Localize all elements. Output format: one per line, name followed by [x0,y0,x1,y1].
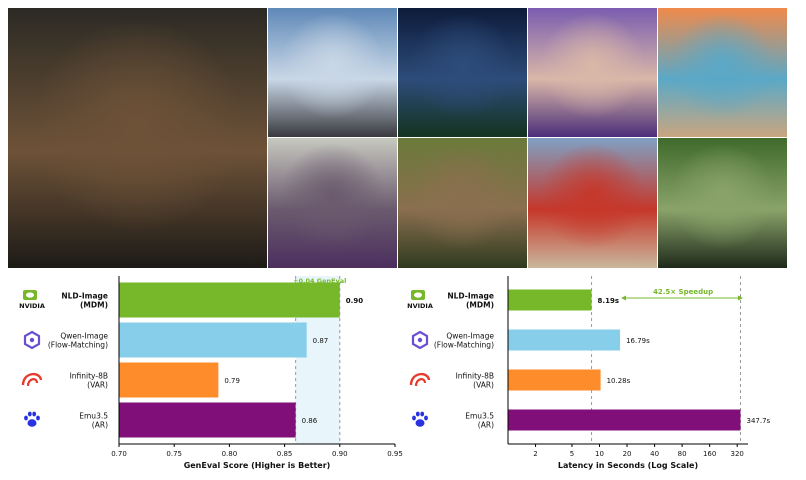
value-label-1: 0.90 [346,297,363,305]
x-tick-label-2: 0.75 [166,450,182,458]
paw-toe-1 [24,415,28,421]
bytedance-logo-icon [21,372,43,387]
nvidia-eye-inner [414,292,422,298]
value-label-1: 8.19s [598,297,619,305]
paw-toe-1 [412,415,416,421]
qwen-hexagon [23,330,41,350]
bar-3 [119,362,219,398]
paw-pad [27,419,37,427]
bar-2 [508,329,621,351]
qwen-hexagon [411,330,429,350]
category-label-sub-2: (Flow-Matching) [48,341,108,350]
logo-arc-inner [414,378,427,387]
qwen-core [29,337,35,343]
bar-4 [119,402,296,438]
x-tick-label-1: 0.70 [111,450,127,458]
gallery-image-purple-girl [528,8,657,137]
sample-image-gallery [8,8,787,268]
x-tick-label-6: 80 [678,450,687,458]
paw-toe-4 [36,415,40,421]
category-label-sub-1: (MDM) [466,301,494,310]
x-tick-label-2: 5 [570,450,574,458]
category-label-sub-3: (VAR) [473,381,494,390]
paw-toe-2 [27,411,32,417]
nvidia-eye-inner [26,292,34,298]
paw-toe-3 [32,411,37,417]
value-label-2: 16.79s [626,337,650,345]
category-label-name-3: Infinity-8B [456,372,494,381]
category-label-name-1: NLD-Image [61,292,108,301]
category-label-name-4: Emu3.5 [79,412,108,421]
x-tick-label-4: 20 [623,450,632,458]
nvidia-logo-icon: NVIDIA [19,290,45,310]
x-axis-title: Latency in Seconds (Log Scale) [558,461,698,470]
x-tick-label-7: 160 [703,450,716,458]
x-tick-label-3: 0.80 [222,450,238,458]
logo-arc-outer [21,372,43,386]
latency-chart: 8.19s NLD-Image(MDM) NVIDIA 16.79s Qwen-Imag… [407,276,771,470]
baidu-paw-icon [412,411,428,427]
x-axis-title: GenEval Score (Higher is Better) [184,461,331,470]
baidu-paw-icon [24,411,40,427]
paw-toe-3 [420,411,425,417]
nvidia-logo-icon: NVIDIA [407,290,433,310]
improvement-annotation: +0.04 GenEval [293,277,346,285]
value-label-4: 0.86 [302,417,318,425]
category-label-sub-4: (AR) [478,421,494,430]
bytedance-logo-icon [409,372,431,387]
bar-4 [508,409,741,431]
paw-toe-2 [415,411,420,417]
x-tick-label-4: 0.85 [277,450,293,458]
qwen-logo-icon [411,330,429,350]
x-tick-label-8: 320 [731,450,744,458]
x-tick-label-3: 10 [595,450,604,458]
category-label-sub-2: (Flow-Matching) [434,341,494,350]
gallery-image-car-forest [658,138,787,268]
value-label-3: 0.79 [224,377,240,385]
x-tick-label-1: 2 [533,450,537,458]
x-tick-label-6: 0.95 [387,450,403,458]
gallery-image-hedgehog [398,138,527,268]
value-label-3: 10.28s [607,377,631,385]
category-label-name-2: Qwen-Image [446,332,494,341]
gallery-image-steampunk-warrior [8,8,267,268]
category-label-name-3: Infinity-8B [70,372,108,381]
category-label-name-1: NLD-Image [447,292,494,301]
category-label-sub-3: (VAR) [87,381,108,390]
value-label-4: 347.7s [746,417,770,425]
geneval-chart: 0.90 NLD-Image(MDM) NVIDIA 0.87 Qwen-Image(F… [19,276,403,470]
speedup-annotation: 42.5× Speedup [653,288,713,296]
paw-toe-4 [424,415,428,421]
qwen-logo-icon [23,330,41,350]
comparison-charts: 0.90NLD-Image(MDM)NVIDIA0.87Qwen-Image(F… [19,276,771,470]
qwen-core [417,337,423,343]
bar-1 [119,282,340,318]
paw-pad [415,419,425,427]
bar-3 [508,369,601,391]
bar-2 [119,322,307,358]
value-label-2: 0.87 [313,337,329,345]
category-label-name-2: Qwen-Image [60,332,108,341]
gallery-image-japanese-temple [268,8,397,137]
category-label-name-4: Emu3.5 [465,412,494,421]
x-tick-label-5: 0.90 [332,450,348,458]
logo-arc-inner [26,378,39,387]
category-label-sub-1: (MDM) [80,301,108,310]
gallery-image-starry-palms [398,8,527,137]
nvidia-wordmark: NVIDIA [407,302,433,310]
gallery-image-woman-purple-dress [268,138,397,268]
bar-1 [508,289,592,311]
nvidia-wordmark: NVIDIA [19,302,45,310]
gallery-image-sunset-beach [658,8,787,137]
gallery-image-tomato-beach [528,138,657,268]
x-tick-label-5: 40 [650,450,659,458]
logo-arc-outer [409,372,431,386]
category-label-sub-4: (AR) [92,421,108,430]
